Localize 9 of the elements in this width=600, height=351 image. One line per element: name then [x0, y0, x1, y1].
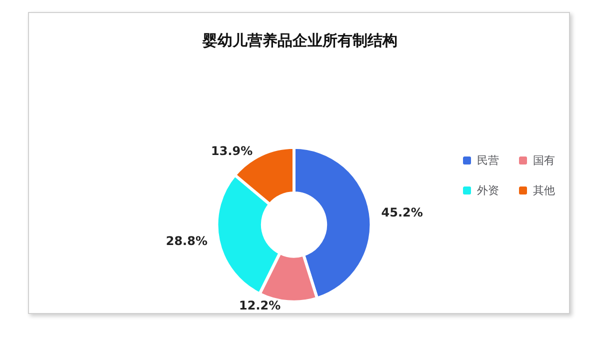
- legend-label: 民营: [477, 154, 499, 167]
- legend-label: 外资: [477, 184, 499, 197]
- data-label: 13.9%: [211, 144, 253, 158]
- chart-title: 婴幼儿营养品企业所有制结构: [202, 32, 398, 50]
- data-label: 12.2%: [238, 298, 281, 313]
- data-label: 45.2%: [381, 205, 423, 220]
- legend-label: 其他: [533, 184, 555, 197]
- data-label: 28.8%: [166, 234, 208, 248]
- legend-label: 国有: [533, 154, 555, 167]
